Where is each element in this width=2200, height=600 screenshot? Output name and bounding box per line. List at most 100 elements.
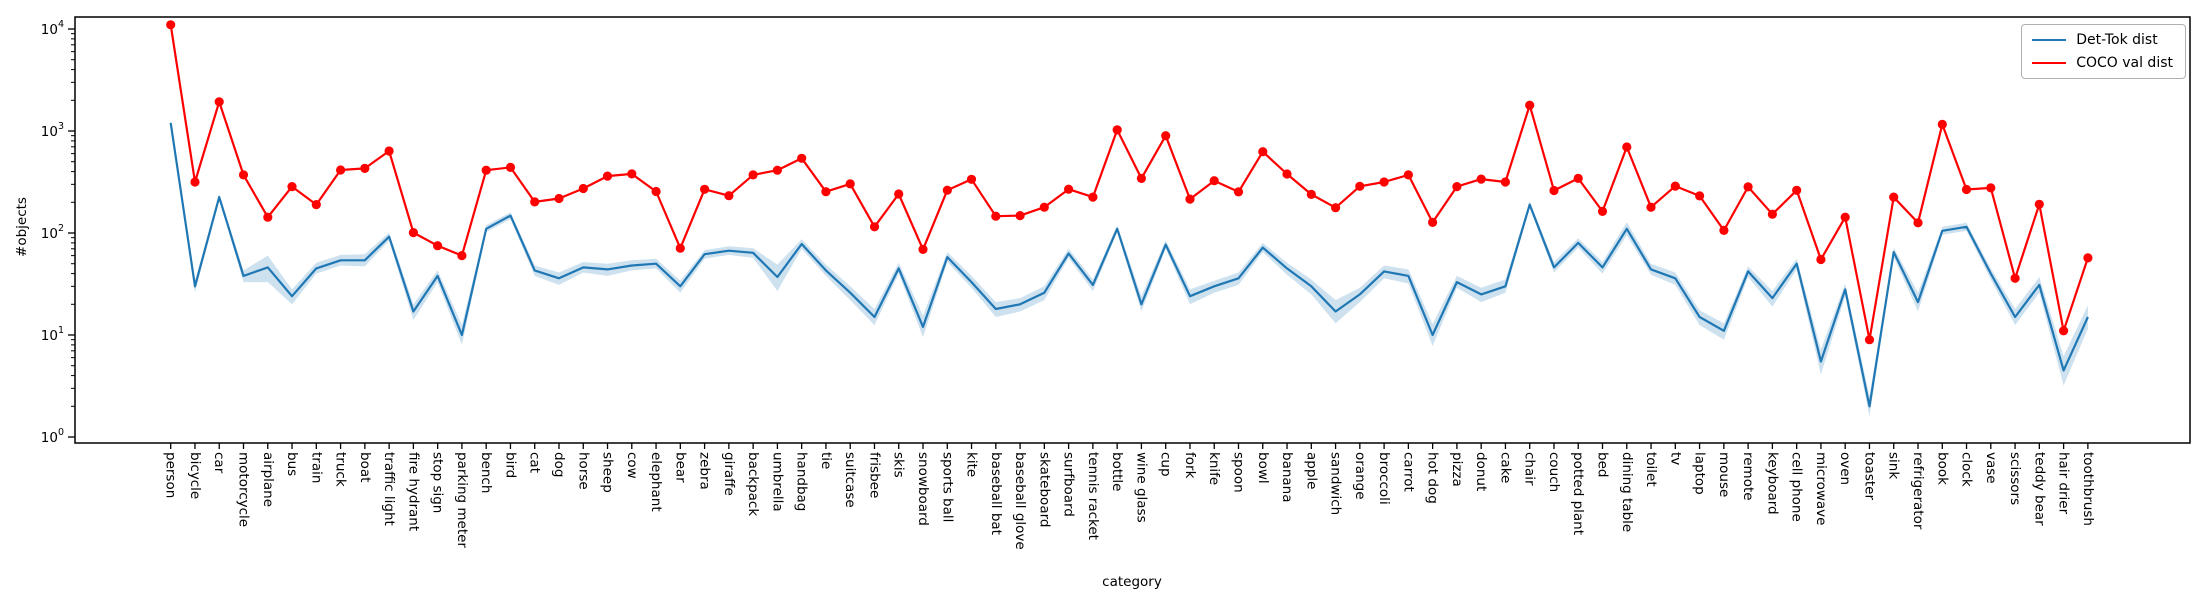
data-point-marker bbox=[894, 189, 904, 199]
data-point-marker bbox=[1209, 176, 1219, 186]
x-tick-label: giraffe bbox=[721, 452, 737, 496]
x-tick-label: mouse bbox=[1716, 452, 1732, 497]
x-tick-label: carrot bbox=[1400, 452, 1416, 492]
x-axis-ticks bbox=[170, 443, 2089, 449]
data-point-marker bbox=[2010, 273, 2020, 283]
x-tick-label: spoon bbox=[1231, 452, 1247, 493]
x-tick-label: person bbox=[163, 452, 179, 498]
x-tick-label: skis bbox=[891, 452, 907, 478]
x-tick-label: toilet bbox=[1643, 452, 1659, 487]
x-tick-label: oven bbox=[1837, 452, 1853, 485]
x-tick-label: sports ball bbox=[939, 452, 955, 522]
x-tick-label: fire hydrant bbox=[405, 452, 421, 531]
x-tick-label: stop sign bbox=[430, 452, 446, 513]
coco-val-markers bbox=[166, 20, 2093, 345]
x-tick-label: car bbox=[211, 452, 227, 474]
legend: Det-Tok dist COCO val dist bbox=[2021, 24, 2186, 79]
data-point-marker bbox=[1258, 147, 1268, 157]
x-tick-label: hot dog bbox=[1425, 452, 1441, 504]
data-point-marker bbox=[505, 162, 516, 172]
data-point-marker bbox=[433, 241, 443, 251]
data-point-marker bbox=[554, 193, 564, 204]
x-tick-label: frisbee bbox=[867, 452, 883, 498]
data-point-marker bbox=[1525, 100, 1535, 110]
data-point-marker bbox=[1306, 189, 1316, 199]
data-point-marker bbox=[1161, 131, 1171, 141]
x-tick-label: elephant bbox=[648, 452, 664, 512]
data-point-marker bbox=[360, 163, 370, 173]
x-tick-label: snowboard bbox=[915, 452, 931, 526]
data-point-marker bbox=[1403, 170, 1413, 180]
x-tick-label: zebra bbox=[697, 452, 713, 490]
data-point-marker bbox=[1937, 119, 1947, 129]
legend-item-coco-val: COCO val dist bbox=[2032, 55, 2173, 71]
data-point-marker bbox=[845, 179, 855, 189]
data-point-marker bbox=[384, 146, 394, 156]
data-point-marker bbox=[1767, 209, 1777, 219]
x-tick-label: motorcycle bbox=[236, 452, 252, 527]
data-point-marker bbox=[1428, 217, 1438, 227]
coco-val-line-swatch bbox=[2032, 62, 2067, 64]
x-tick-label: baseball bat bbox=[988, 452, 1004, 535]
data-point-marker bbox=[1743, 182, 1753, 192]
x-tick-label: bear bbox=[672, 452, 688, 483]
data-point-marker bbox=[1233, 187, 1244, 197]
x-tick-label: wine glass bbox=[1133, 452, 1149, 523]
x-tick-label: fork bbox=[1182, 452, 1198, 479]
x-tick-label: baseball glove bbox=[1012, 452, 1028, 550]
data-point-marker bbox=[966, 174, 977, 184]
data-point-marker bbox=[1573, 173, 1583, 183]
x-tick-label: toaster bbox=[1862, 452, 1878, 500]
x-tick-label: handbag bbox=[794, 452, 810, 511]
data-point-marker bbox=[918, 244, 928, 254]
x-tick-label: pizza bbox=[1449, 452, 1465, 487]
x-tick-label: refrigerator bbox=[1910, 452, 1926, 530]
data-point-marker bbox=[457, 251, 467, 261]
det-tok-line bbox=[169, 122, 2089, 408]
data-point-marker bbox=[1695, 191, 1705, 201]
data-point-marker bbox=[287, 182, 297, 192]
coco-val-line bbox=[169, 24, 2089, 341]
data-point-marker bbox=[1112, 125, 1122, 135]
x-tick-label: microwave bbox=[1813, 452, 1829, 525]
x-tick-label: traffic light bbox=[381, 452, 397, 526]
x-tick-label: horse bbox=[575, 452, 591, 490]
y-axis-ticks: 100 101 102 103 104 bbox=[41, 19, 75, 447]
data-point-marker bbox=[748, 170, 758, 180]
data-point-marker bbox=[578, 183, 588, 194]
det-tok-line-swatch bbox=[2032, 39, 2067, 41]
data-point-marker bbox=[724, 191, 734, 201]
data-point-marker bbox=[1136, 173, 1146, 183]
legend-item-det-tok: Det-Tok dist bbox=[2032, 32, 2173, 48]
x-tick-label: orange bbox=[1352, 452, 1368, 500]
x-tick-label: couch bbox=[1546, 452, 1562, 492]
x-tick-label: bed bbox=[1595, 452, 1611, 477]
y-axis-label: #objects bbox=[14, 197, 30, 257]
x-tick-label: airplane bbox=[260, 452, 276, 507]
x-tick-label: bowl bbox=[1255, 452, 1271, 484]
data-point-marker bbox=[530, 197, 540, 207]
data-point-marker bbox=[311, 200, 321, 210]
x-tick-label: boat bbox=[357, 452, 373, 482]
x-tick-label: teddy bear bbox=[2031, 452, 2047, 526]
y-tick-label: 104 bbox=[41, 19, 64, 39]
y-tick-label: 101 bbox=[41, 325, 64, 345]
data-point-marker bbox=[1646, 202, 1656, 212]
data-point-marker bbox=[1476, 174, 1486, 184]
data-point-marker bbox=[1088, 192, 1098, 202]
x-tick-label: surfboard bbox=[1061, 452, 1077, 517]
data-point-marker bbox=[821, 187, 831, 197]
data-point-marker bbox=[1355, 181, 1365, 191]
data-point-marker bbox=[627, 169, 637, 179]
x-tick-label: laptop bbox=[1692, 452, 1708, 495]
x-tick-label: hair drier bbox=[2056, 452, 2072, 515]
data-point-marker bbox=[700, 184, 710, 194]
x-tick-label: train bbox=[308, 452, 324, 483]
data-point-marker bbox=[1500, 177, 1510, 187]
data-point-marker bbox=[651, 186, 661, 197]
x-tick-label: sink bbox=[1886, 452, 1902, 479]
y-tick-label: 100 bbox=[41, 427, 64, 447]
x-tick-label: bench bbox=[478, 452, 494, 493]
